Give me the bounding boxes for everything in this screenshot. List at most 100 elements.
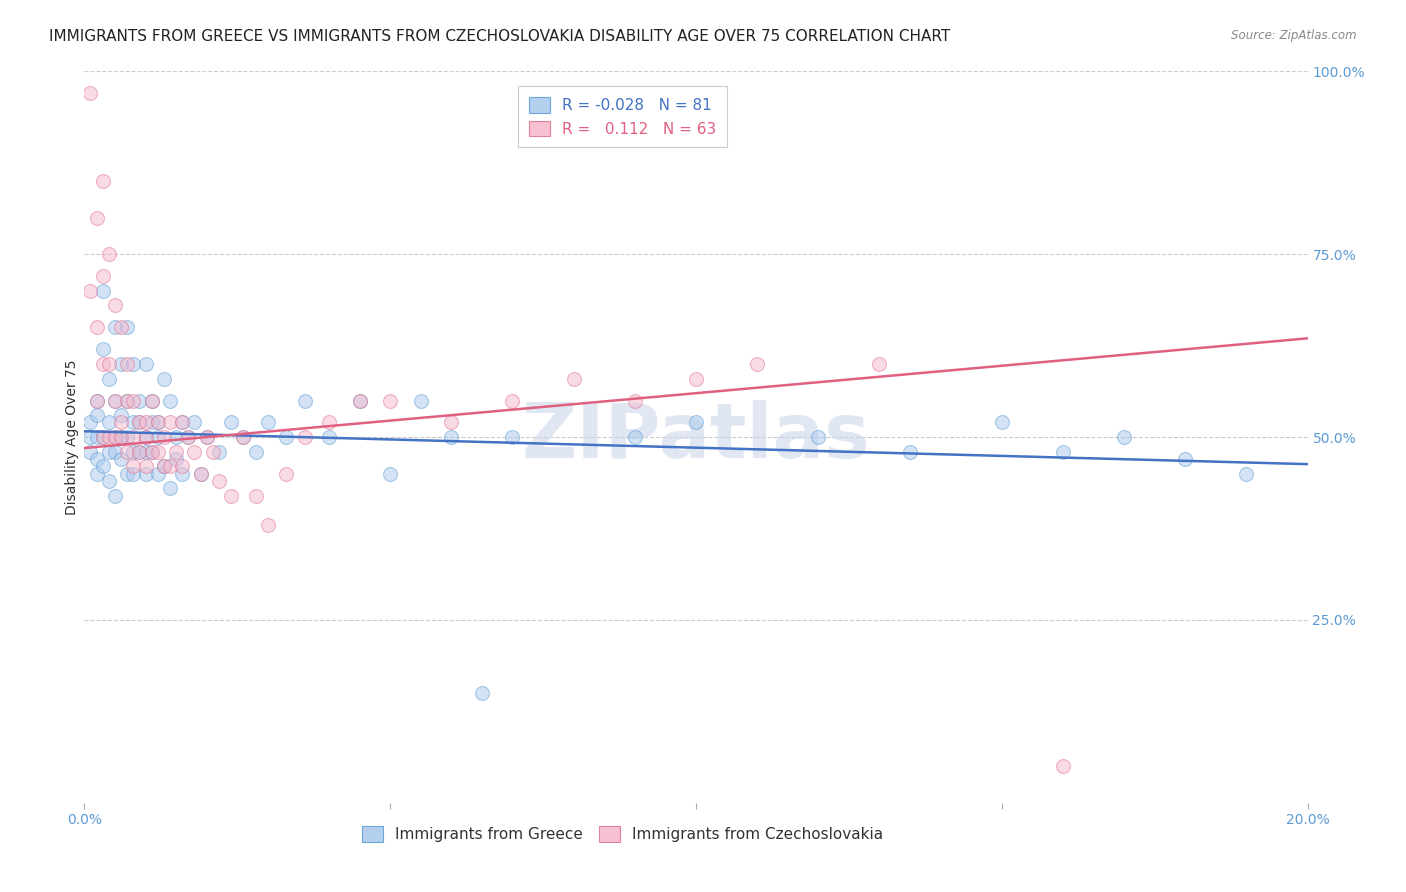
- Point: [91, 174, 114, 188]
- Point: [159, 481, 181, 495]
- Point: [86, 467, 108, 481]
- Point: [104, 430, 127, 444]
- Point: [86, 408, 108, 422]
- Point: [97, 247, 120, 261]
- Point: [79, 444, 101, 458]
- Point: [747, 357, 769, 371]
- Point: [195, 430, 218, 444]
- Point: [257, 517, 280, 532]
- Point: [1052, 759, 1074, 773]
- Point: [97, 416, 120, 430]
- Point: [146, 444, 169, 458]
- Point: [349, 393, 371, 408]
- Point: [183, 444, 205, 458]
- Point: [141, 444, 163, 458]
- Point: [294, 430, 316, 444]
- Point: [898, 444, 921, 458]
- Point: [440, 430, 463, 444]
- Point: [86, 211, 108, 225]
- Point: [172, 416, 194, 430]
- Point: [110, 430, 132, 444]
- Point: [110, 357, 132, 371]
- Point: [91, 357, 114, 371]
- Point: [79, 87, 101, 101]
- Point: [115, 444, 138, 458]
- Point: [208, 444, 231, 458]
- Point: [502, 393, 524, 408]
- Point: [245, 444, 267, 458]
- Point: [115, 393, 138, 408]
- Point: [97, 444, 120, 458]
- Point: [97, 474, 120, 488]
- Point: [115, 467, 138, 481]
- Point: [141, 393, 163, 408]
- Point: [159, 459, 181, 474]
- Point: [146, 416, 169, 430]
- Point: [232, 430, 254, 444]
- Point: [128, 416, 150, 430]
- Point: [807, 430, 830, 444]
- Point: [86, 452, 108, 467]
- Point: [86, 393, 108, 408]
- Point: [159, 416, 181, 430]
- Point: [153, 459, 176, 474]
- Point: [91, 284, 114, 298]
- Point: [685, 371, 707, 385]
- Point: [146, 430, 169, 444]
- Point: [135, 430, 157, 444]
- Point: [1114, 430, 1136, 444]
- Point: [97, 357, 120, 371]
- Point: [79, 284, 101, 298]
- Y-axis label: Disability Age Over 75: Disability Age Over 75: [65, 359, 79, 515]
- Point: [562, 371, 585, 385]
- Point: [104, 430, 127, 444]
- Point: [1236, 467, 1258, 481]
- Point: [219, 416, 242, 430]
- Point: [104, 393, 127, 408]
- Point: [349, 393, 371, 408]
- Point: [245, 489, 267, 503]
- Point: [110, 408, 132, 422]
- Text: IMMIGRANTS FROM GREECE VS IMMIGRANTS FROM CZECHOSLOVAKIA DISABILITY AGE OVER 75 : IMMIGRANTS FROM GREECE VS IMMIGRANTS FRO…: [49, 29, 950, 44]
- Point: [1174, 452, 1197, 467]
- Point: [122, 357, 145, 371]
- Point: [141, 444, 163, 458]
- Point: [294, 393, 316, 408]
- Point: [128, 444, 150, 458]
- Point: [79, 430, 101, 444]
- Point: [991, 416, 1014, 430]
- Point: [104, 444, 127, 458]
- Point: [122, 416, 145, 430]
- Point: [135, 459, 157, 474]
- Point: [122, 393, 145, 408]
- Point: [110, 320, 132, 334]
- Point: [135, 416, 157, 430]
- Point: [115, 357, 138, 371]
- Point: [177, 430, 200, 444]
- Point: [232, 430, 254, 444]
- Point: [86, 393, 108, 408]
- Point: [91, 430, 114, 444]
- Point: [624, 430, 647, 444]
- Point: [104, 320, 127, 334]
- Point: [141, 416, 163, 430]
- Point: [91, 343, 114, 357]
- Point: [146, 467, 169, 481]
- Point: [201, 444, 224, 458]
- Point: [115, 430, 138, 444]
- Point: [159, 393, 181, 408]
- Point: [409, 393, 432, 408]
- Point: [86, 320, 108, 334]
- Point: [128, 416, 150, 430]
- Point: [440, 416, 463, 430]
- Point: [104, 489, 127, 503]
- Point: [380, 393, 402, 408]
- Point: [115, 320, 138, 334]
- Point: [115, 393, 138, 408]
- Point: [110, 452, 132, 467]
- Point: [276, 430, 298, 444]
- Point: [104, 393, 127, 408]
- Legend: Immigrants from Greece, Immigrants from Czechoslovakia: Immigrants from Greece, Immigrants from …: [354, 819, 891, 850]
- Point: [471, 686, 494, 700]
- Point: [380, 467, 402, 481]
